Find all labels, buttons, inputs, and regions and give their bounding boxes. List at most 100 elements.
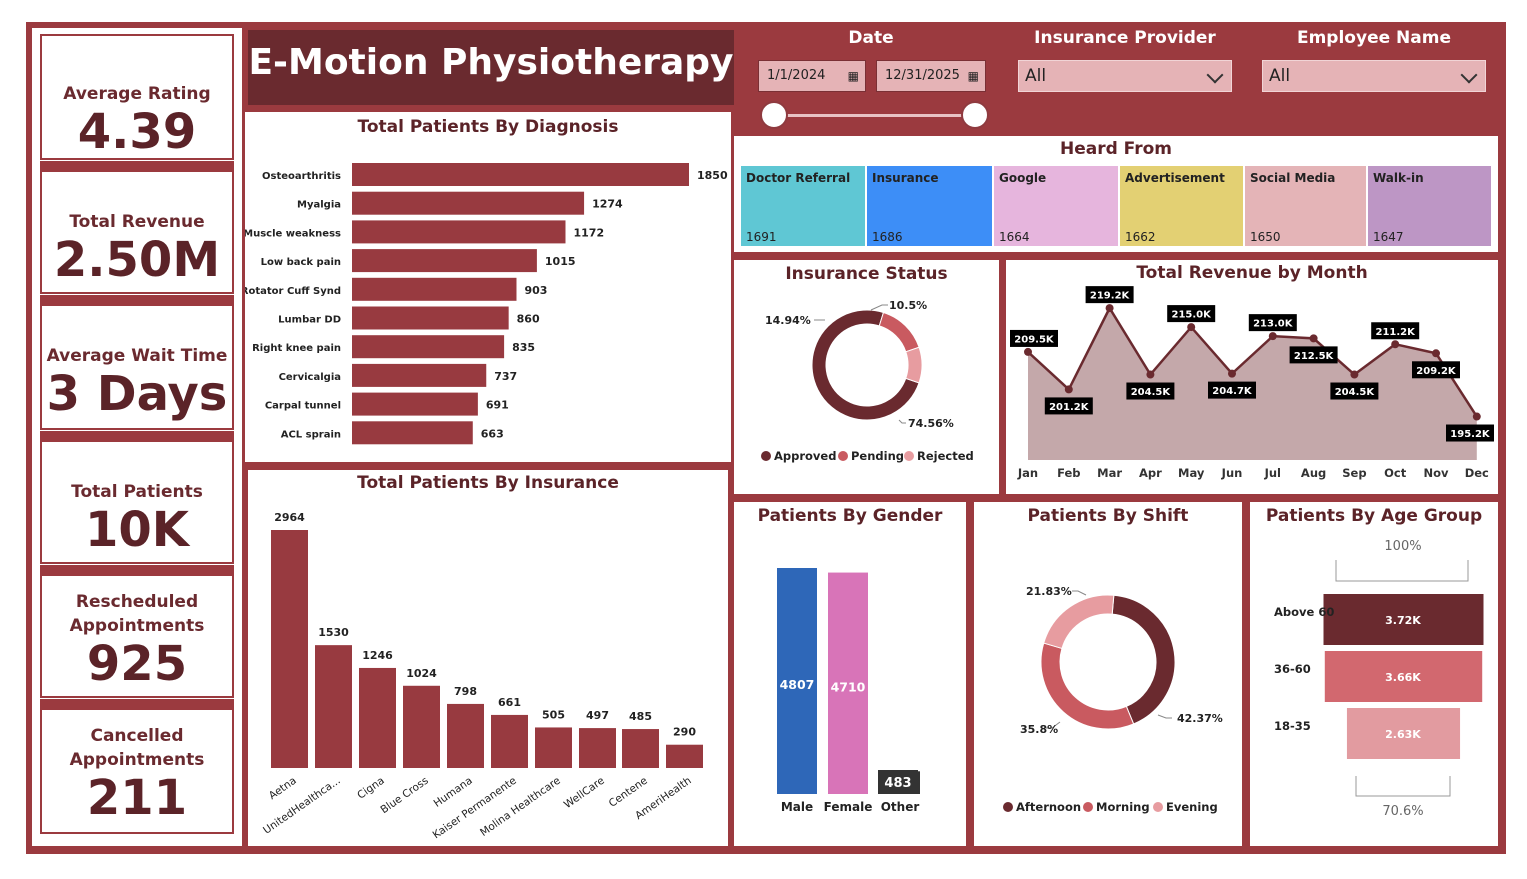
data-point xyxy=(1268,332,1277,341)
data-label: 1024 xyxy=(406,667,437,680)
data-label: 42.37% xyxy=(1177,712,1223,725)
x-tick-label: Nov xyxy=(1423,466,1449,480)
x-tick-label: Sep xyxy=(1342,466,1366,480)
chart-title: Patients By Gender xyxy=(757,506,943,526)
chart-title: Total Patients By Insurance xyxy=(357,473,619,493)
data-label: 4710 xyxy=(831,679,866,694)
chart-title: Patients By Age Group xyxy=(1265,506,1483,526)
data-label: 3.66K xyxy=(1385,671,1421,684)
donut-slice xyxy=(811,309,920,421)
employee-filter-label: Employee Name xyxy=(1296,28,1451,48)
date-slider-start-handle[interactable] xyxy=(760,101,788,129)
legend-label: Afternoon xyxy=(1016,800,1081,814)
legend-marker xyxy=(1003,802,1013,812)
date-slider-end-handle[interactable] xyxy=(961,101,989,129)
leader-line xyxy=(1046,721,1061,729)
category-label: Osteoarthritis xyxy=(262,171,341,182)
kpi-divider xyxy=(40,295,234,304)
calendar-icon[interactable]: ▦ xyxy=(967,69,979,83)
insurance-provider-dropdown[interactable]: All xyxy=(1018,60,1232,92)
data-label: 4807 xyxy=(780,677,815,692)
category-label: Myalgia xyxy=(297,200,341,211)
insurance-filter-label: Insurance Provider xyxy=(1034,28,1216,48)
diagnosis-bar-chart: Osteoarthritis 1850 Myalgia 1274 Muscle weak… xyxy=(245,163,728,445)
data-label: 1850 xyxy=(697,169,728,182)
category-label: UnitedHealthca... xyxy=(261,775,343,837)
bar xyxy=(359,667,396,768)
date-start-input[interactable]: 1/1/2024 ▦ xyxy=(758,60,866,92)
kpi-label: Total Patients xyxy=(71,482,203,502)
data-label: 1246 xyxy=(362,649,393,662)
data-label: 505 xyxy=(542,708,565,721)
x-tick-label: Oct xyxy=(1384,466,1407,480)
x-tick-label: Other xyxy=(881,800,920,814)
heard-from-card[interactable]: Social Media 1650 xyxy=(1245,166,1366,246)
data-label: 1015 xyxy=(545,255,576,268)
data-point xyxy=(1146,370,1155,379)
heard-from-name: Social Media xyxy=(1250,171,1336,185)
date-end-value: 12/31/2025 xyxy=(885,68,960,83)
chart-title: Total Patients By Diagnosis xyxy=(357,117,619,137)
legend-label: Pending xyxy=(851,449,904,463)
funnel-bar xyxy=(1346,708,1461,759)
heard-from-card[interactable]: Advertisement 1662 xyxy=(1120,166,1243,246)
kpi-card-rescheduled: Rescheduled Appointments 925 xyxy=(40,574,234,698)
heard-from-card[interactable]: Insurance 1686 xyxy=(867,166,992,246)
category-label: ACL sprain xyxy=(281,429,341,440)
kpi-divider xyxy=(40,699,234,708)
x-tick-label: Mar xyxy=(1097,466,1122,480)
heard-from-card[interactable]: Walk-in 1647 xyxy=(1368,166,1491,246)
category-label: Above 60 xyxy=(1274,605,1334,619)
data-label: 219.2K xyxy=(1090,291,1131,302)
heard-from-card[interactable]: Google 1664 xyxy=(994,166,1118,246)
data-label-box xyxy=(1167,305,1216,323)
employee-name-dropdown[interactable]: All xyxy=(1262,60,1486,92)
diagnosis-chart-panel: Total Patients By Diagnosis Osteoarthrit… xyxy=(245,112,731,462)
data-label: 737 xyxy=(494,370,517,383)
category-label: Kaiser Permanente xyxy=(431,775,519,842)
donut-slice xyxy=(905,346,923,384)
date-end-input[interactable]: 12/31/2025 ▦ xyxy=(876,60,986,92)
data-label-box xyxy=(1085,286,1134,304)
bar xyxy=(447,703,484,768)
legend-label: Approved xyxy=(774,449,836,463)
data-label: 14.94% xyxy=(765,314,811,327)
data-label-box xyxy=(1330,382,1379,400)
heard-from-count: 1650 xyxy=(1250,230,1281,244)
x-tick-label: Male xyxy=(781,800,813,814)
data-label: 691 xyxy=(486,399,509,412)
x-tick-label: Jan xyxy=(1017,466,1038,480)
chevron-down-icon xyxy=(1206,66,1224,84)
category-label: Rotator Cuff Synd xyxy=(245,286,341,297)
data-label-box xyxy=(1248,314,1297,332)
leader-line xyxy=(870,304,888,311)
dashboard-title: E-Motion Physiotherapy xyxy=(248,30,734,105)
heard-from-name: Doctor Referral xyxy=(746,171,851,185)
category-label: Right knee pain xyxy=(252,343,341,354)
bar xyxy=(828,572,868,794)
funnel-top-label: 100% xyxy=(1384,539,1421,554)
bar xyxy=(352,306,509,330)
data-label-box xyxy=(1371,322,1420,340)
data-label: 485 xyxy=(629,710,652,723)
bar xyxy=(622,729,659,768)
data-point xyxy=(1105,304,1114,313)
kpi-card-average-wait: Average Wait Time 3 Days xyxy=(40,304,234,430)
dropdown-value: All xyxy=(1025,66,1047,86)
bar xyxy=(352,220,566,244)
data-point xyxy=(1472,412,1481,421)
bar xyxy=(352,335,505,359)
bar xyxy=(352,363,487,387)
data-point xyxy=(1228,369,1236,378)
data-label: 209.2K xyxy=(1416,366,1457,377)
donut-slice xyxy=(1111,594,1176,725)
funnel-bottom-bracket xyxy=(1355,776,1451,797)
data-label: 10.5% xyxy=(889,299,927,312)
leader-line xyxy=(898,419,906,424)
date-range-slider[interactable] xyxy=(774,114,976,117)
chart-title: Patients By Shift xyxy=(1027,506,1189,526)
calendar-icon[interactable]: ▦ xyxy=(847,69,859,83)
kpi-label: Average Rating xyxy=(63,84,211,104)
heard-from-card[interactable]: Doctor Referral 1691 xyxy=(741,166,865,246)
revenue-month-panel: Total Revenue by Month 209.5K Jan 201.2K Fe… xyxy=(1006,260,1498,494)
